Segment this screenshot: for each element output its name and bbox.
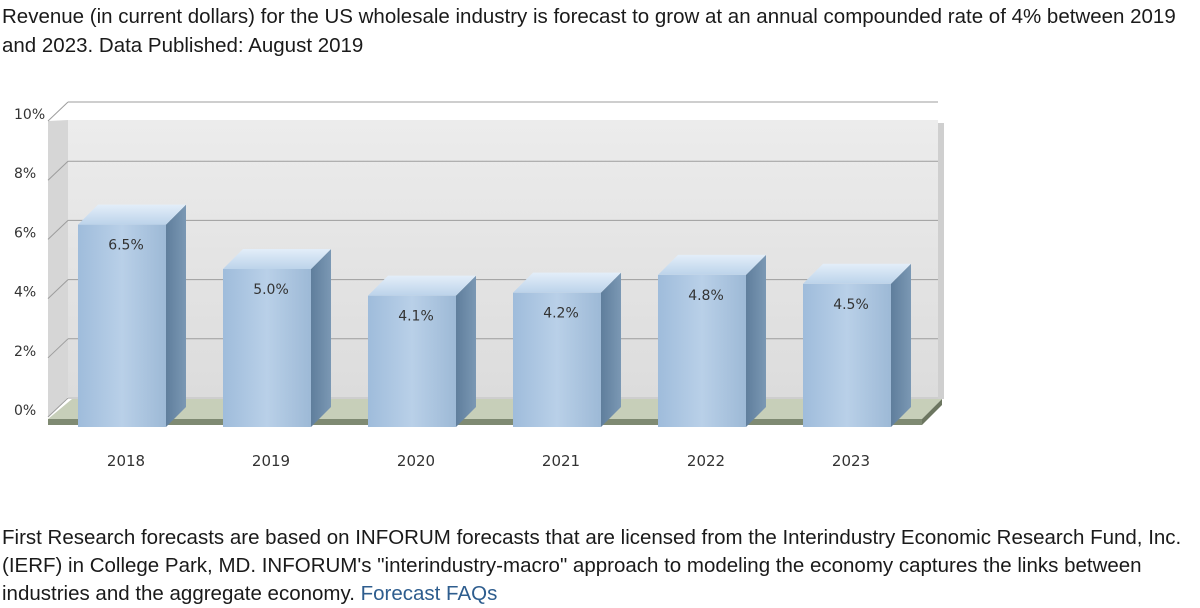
- footer-text: First Research forecasts are based on IN…: [2, 526, 1182, 605]
- bar-top: [658, 254, 766, 275]
- y-tick-label: 8%: [14, 166, 36, 182]
- bar-side: [166, 204, 186, 427]
- bar-front: [803, 283, 891, 427]
- x-tick-label: 2021: [542, 452, 580, 470]
- chart-floor-side: [922, 399, 942, 425]
- chart-wall-shadow: [938, 123, 944, 399]
- chart-back-wall: [68, 120, 938, 397]
- bar-front: [368, 295, 456, 427]
- x-tick-label: 2022: [687, 452, 725, 470]
- bar-front: [658, 274, 746, 427]
- forecast-faqs-link[interactable]: Forecast FAQs: [360, 582, 498, 605]
- bar-top: [803, 263, 911, 284]
- bar-front: [513, 292, 601, 427]
- x-tick-label: 2018: [107, 452, 145, 470]
- y-tick-label: 10%: [14, 107, 45, 123]
- y-tick-label: 6%: [14, 225, 36, 241]
- bar-data-label: 4.1%: [398, 309, 434, 325]
- gridline-depth: [47, 338, 69, 359]
- y-tick-label: 0%: [14, 403, 36, 419]
- bar-side: [311, 249, 331, 427]
- gridline-depth: [47, 220, 69, 240]
- x-tick-label: 2020: [397, 452, 435, 470]
- y-tick-label: 2%: [14, 344, 36, 360]
- gridline-depth: [47, 160, 69, 181]
- bar-data-label: 4.5%: [833, 297, 869, 313]
- x-tick-label: 2019: [252, 452, 290, 470]
- bar-side: [891, 263, 911, 427]
- bar-chart-svg: 6.5% 5.0% 4.1% 4.2% 4.8% 4.5% 0% 2% 4% 6% 8% 10% 20…: [14, 101, 944, 470]
- y-tick-label: 4%: [14, 285, 36, 301]
- gridline-depth: [47, 101, 69, 122]
- bar-data-label: 4.2%: [543, 306, 579, 322]
- bar-side: [456, 275, 476, 427]
- bar-top: [513, 272, 621, 293]
- bar-data-label: 6.5%: [108, 238, 144, 254]
- gridline-depth: [47, 279, 69, 299]
- bar-top: [223, 249, 331, 269]
- bar-front: [78, 224, 166, 427]
- gridline-depth: [47, 397, 69, 418]
- bar-data-label: 4.8%: [688, 288, 724, 304]
- bar-front: [223, 269, 311, 427]
- x-tick-label: 2023: [832, 452, 870, 470]
- bar-top: [368, 275, 476, 296]
- bar-side: [746, 254, 766, 427]
- bar-data-label: 5.0%: [253, 282, 289, 298]
- bar-top: [78, 204, 186, 225]
- chart-floor-edge: [48, 419, 922, 425]
- forecast-source-note: First Research forecasts are based on IN…: [2, 524, 1198, 608]
- forecast-summary: Revenue (in current dollars) for the US …: [2, 5, 1176, 57]
- chart-side-wall: [48, 120, 68, 417]
- bar-side: [601, 272, 621, 427]
- revenue-growth-chart: 6.5% 5.0% 4.1% 4.2% 4.8% 4.5% 0% 2% 4% 6% 8% 10% 20…: [0, 100, 960, 480]
